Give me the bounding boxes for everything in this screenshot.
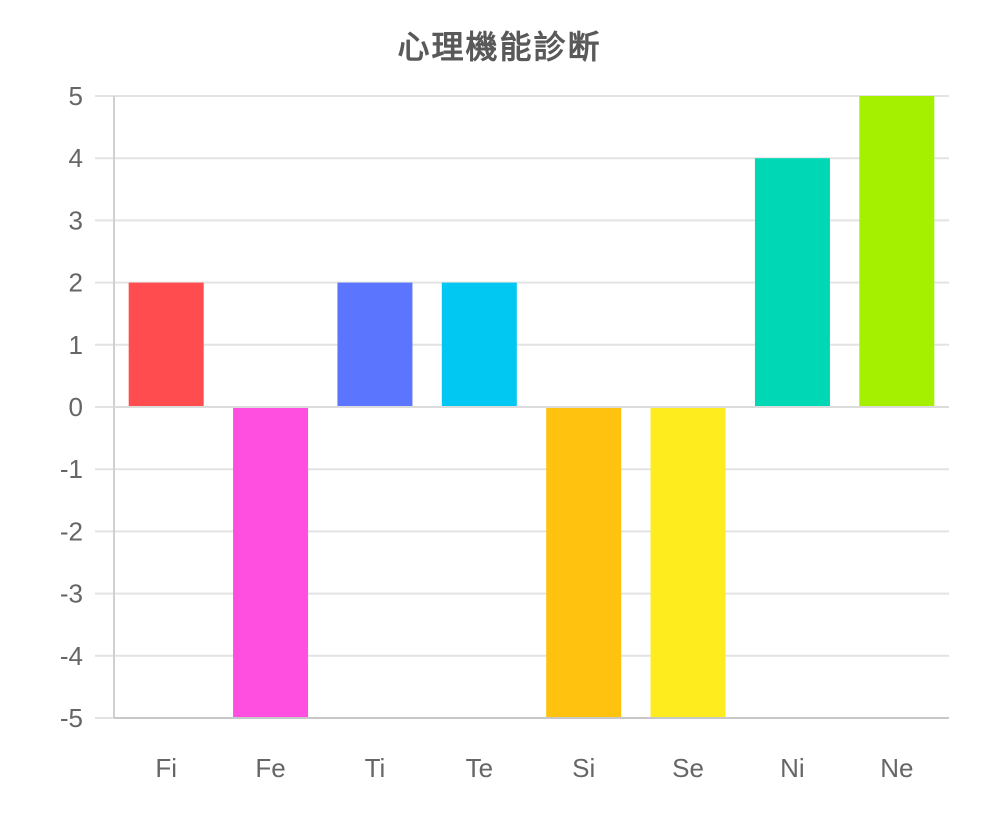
y-tick-labels: 5 4 3 2 1 0 -1 -2 -3 -4 -5	[60, 81, 83, 733]
bar-ni	[754, 158, 830, 407]
y-tick-label: 5	[69, 81, 83, 111]
y-tick-label: -4	[60, 641, 83, 671]
x-tick-labels: Fi Fe Ti Te Si Se Ni Ne	[155, 753, 913, 783]
x-tick-label: Fe	[255, 753, 285, 783]
y-tick-label: 2	[69, 268, 83, 298]
x-tick-label: Si	[572, 753, 595, 783]
x-tick-label: Ni	[780, 753, 805, 783]
y-tick-label: -5	[60, 703, 83, 733]
bars	[128, 96, 935, 718]
bar-ti	[337, 282, 413, 407]
y-tick-label: 4	[69, 143, 83, 173]
y-tick-label: 1	[69, 330, 83, 360]
bar-ne	[859, 96, 935, 407]
bar-fe	[233, 407, 309, 718]
y-tick-label: -2	[60, 516, 83, 546]
x-tick-label: Se	[672, 753, 704, 783]
axes	[113, 96, 949, 719]
y-tick-label: -1	[60, 454, 83, 484]
y-tick-label: 3	[69, 205, 83, 235]
bar-si	[546, 407, 622, 718]
x-tick-label: Ne	[880, 753, 913, 783]
bar-te	[441, 282, 517, 407]
x-tick-label: Ti	[365, 753, 386, 783]
chart-title: 心理機能診断	[397, 28, 602, 66]
y-tick-label: 0	[69, 392, 83, 422]
bar-fi	[128, 282, 204, 407]
bar-se	[650, 407, 726, 718]
x-tick-label: Fi	[155, 753, 177, 783]
y-tick-label: -3	[60, 579, 83, 609]
x-tick-label: Te	[466, 753, 493, 783]
